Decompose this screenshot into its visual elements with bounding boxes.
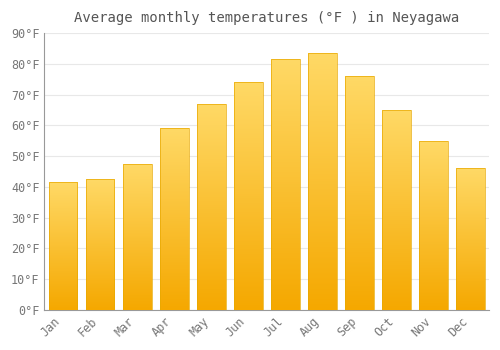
Bar [419, 141, 448, 310]
Bar [456, 168, 485, 310]
Bar [271, 60, 300, 310]
Bar [122, 164, 152, 310]
Bar [160, 128, 188, 310]
Bar [234, 82, 262, 310]
Bar [345, 76, 374, 310]
Bar [308, 53, 336, 310]
Title: Average monthly temperatures (°F ) in Neyagawa: Average monthly temperatures (°F ) in Ne… [74, 11, 460, 25]
Bar [86, 179, 114, 310]
Bar [48, 182, 78, 310]
Bar [196, 104, 226, 310]
Bar [382, 110, 410, 310]
